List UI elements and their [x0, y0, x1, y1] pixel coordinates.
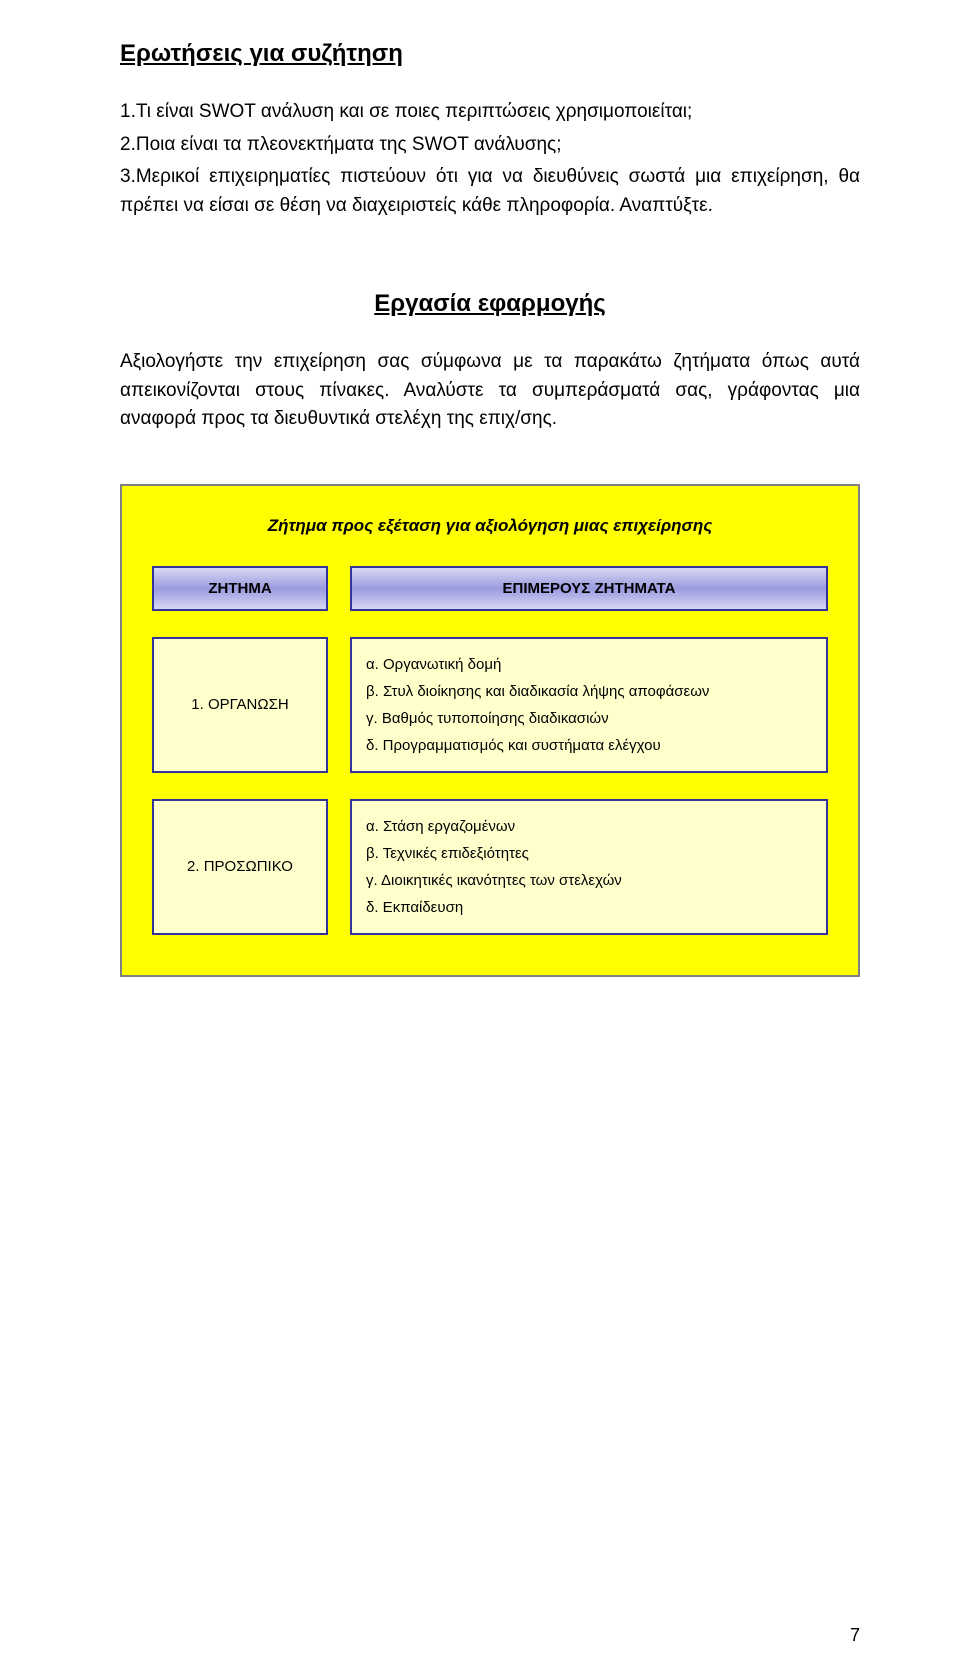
subtopic-item: δ. Προγραμματισμός και συστήματα ελέγχου [366, 737, 812, 754]
question-item: 1.Τι είναι SWOT ανάλυση και σε ποιες περ… [120, 98, 860, 127]
exercise-paragraph: Αξιολογήστε την επιχείρηση σας σύμφωνα μ… [120, 348, 860, 434]
subtopic-item: β. Τεχνικές επιδεξιότητες [366, 845, 812, 862]
page-number: 7 [850, 1625, 860, 1646]
topic-cell-personnel: 2. ΠΡΟΣΩΠΙΚΟ [152, 799, 328, 935]
question-list: 1.Τι είναι SWOT ανάλυση και σε ποιες περ… [120, 98, 860, 220]
discussion-heading: Ερωτήσεις για συζήτηση [120, 40, 860, 68]
subtopic-item: γ. Διοικητικές ικανότητες των στελεχών [366, 872, 812, 889]
chart-header-row: ΖΗΤΗΜΑ ΕΠΙΜΕΡΟΥΣ ΖΗΤΗΜΑΤΑ [152, 566, 828, 611]
question-item: 2.Ποια είναι τα πλεονεκτήματα της SWOT α… [120, 131, 860, 160]
subtopics-cell-personnel: α. Στάση εργαζομένων β. Τεχνικές επιδεξι… [350, 799, 828, 935]
topic-cell-organization: 1. ΟΡΓΑΝΩΣΗ [152, 637, 328, 773]
subtopic-item: β. Στυλ διοίκησης και διαδικασία λήψης α… [366, 683, 812, 700]
question-item: 3.Μερικοί επιχειρηματίες πιστεύουν ότι γ… [120, 163, 860, 220]
header-cell-topic: ΖΗΤΗΜΑ [152, 566, 328, 611]
chart-row: 2. ΠΡΟΣΩΠΙΚΟ α. Στάση εργαζομένων β. Τεχ… [152, 799, 828, 935]
evaluation-chart: Ζήτημα προς εξέταση για αξιολόγηση μιας … [120, 484, 860, 977]
header-cell-subtopics: ΕΠΙΜΕΡΟΥΣ ΖΗΤΗΜΑΤΑ [350, 566, 828, 611]
subtopic-item: α. Οργανωτική δομή [366, 656, 812, 673]
chart-row: 1. ΟΡΓΑΝΩΣΗ α. Οργανωτική δομή β. Στυλ δ… [152, 637, 828, 773]
exercise-heading: Εργασία εφαρμογής [120, 290, 860, 318]
subtopic-item: γ. Βαθμός τυποποίησης διαδικασιών [366, 710, 812, 727]
chart-title: Ζήτημα προς εξέταση για αξιολόγηση μιας … [152, 516, 828, 536]
subtopics-cell-organization: α. Οργανωτική δομή β. Στυλ διοίκησης και… [350, 637, 828, 773]
subtopic-item: δ. Εκπαίδευση [366, 899, 812, 916]
subtopic-item: α. Στάση εργαζομένων [366, 818, 812, 835]
